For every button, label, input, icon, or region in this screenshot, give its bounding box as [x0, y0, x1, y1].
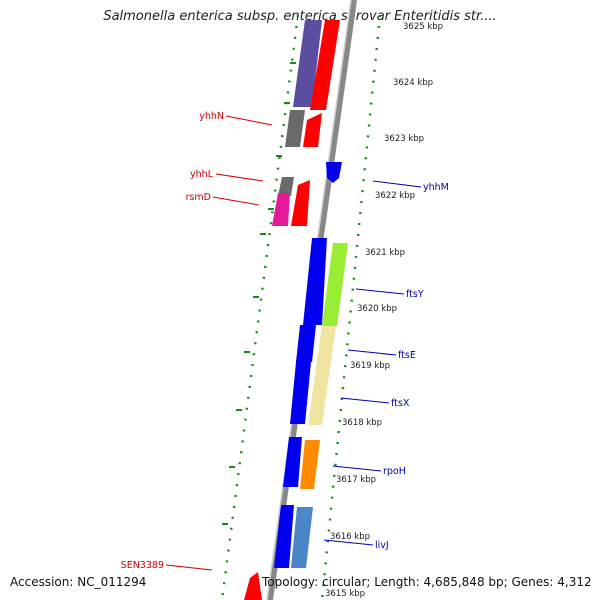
kbp-label: 3622 kbp	[375, 191, 415, 201]
tick-guides	[220, 14, 382, 600]
gene-block-ftsY	[303, 238, 327, 325]
left-major-ticks	[222, 62, 296, 525]
left-gene-labels: yhhN yhhL rsmD SEN3389	[121, 111, 273, 571]
kbp-label: 3623 kbp	[384, 134, 424, 144]
accession-text: Accession: NC_011294	[10, 575, 147, 589]
gene-block-ftsX	[290, 362, 311, 424]
gene-block-ftsE	[296, 325, 316, 362]
gene-label-ftsX: ftsX	[391, 398, 410, 409]
forward-strand-genes	[244, 20, 348, 600]
gene-block-rsmD	[272, 193, 290, 226]
gene-arrow-red-2	[291, 180, 310, 226]
gene-block-yhhN	[285, 110, 305, 147]
map-title: Salmonella enterica subsp. enterica sero…	[103, 9, 497, 24]
gene-label-rsmD: rsmD	[186, 192, 211, 203]
gene-label-ftsY: ftsY	[406, 289, 424, 300]
kbp-label: 3620 kbp	[357, 304, 397, 314]
reverse-strand-genes	[272, 20, 327, 568]
gene-block-ftsE-ftsX-color	[308, 326, 336, 425]
gene-label-yhhL: yhhL	[190, 169, 214, 180]
kbp-label: 3624 kbp	[393, 78, 433, 88]
gene-label-ftsE: ftsE	[398, 350, 416, 361]
gene-label-rpoH: rpoH	[383, 466, 406, 477]
gene-block-red-top	[310, 20, 340, 110]
gene-label-SEN3389: SEN3389	[121, 560, 164, 571]
gene-block-ftsY-color	[322, 243, 348, 326]
gene-block-purple	[293, 20, 322, 107]
gene-block-rpoH	[283, 437, 302, 487]
kbp-label: 3618 kbp	[342, 418, 382, 428]
gene-block-livJ	[274, 505, 294, 568]
kbp-label: 3615 kbp	[325, 589, 365, 599]
kbp-label: 3625 kbp	[403, 22, 443, 32]
kbp-label: 3617 kbp	[336, 475, 376, 485]
kbp-labels: 3625 kbp 3624 kbp 3623 kbp 3622 kbp 3621…	[325, 22, 443, 599]
kbp-label: 3619 kbp	[350, 361, 390, 371]
gene-block-yhhL	[278, 177, 294, 196]
gene-arrow-SEN3389	[244, 572, 262, 600]
gene-label-yhhN: yhhN	[199, 111, 224, 122]
gene-arrow-red-1	[303, 113, 322, 147]
gene-block-livJ-color	[291, 507, 313, 568]
kbp-label: 3621 kbp	[365, 248, 405, 258]
gene-arrow-yhhM	[326, 162, 342, 183]
gene-block-rpoH-color	[300, 440, 320, 489]
genome-summary-text: Topology: circular; Length: 4,685,848 bp…	[262, 575, 592, 589]
gene-label-livJ: livJ	[375, 540, 389, 551]
right-gene-labels: yhhM ftsY ftsE ftsX rpoH livJ	[323, 180, 449, 551]
kbp-label: 3616 kbp	[330, 532, 370, 542]
gene-label-yhhM: yhhM	[423, 182, 449, 193]
